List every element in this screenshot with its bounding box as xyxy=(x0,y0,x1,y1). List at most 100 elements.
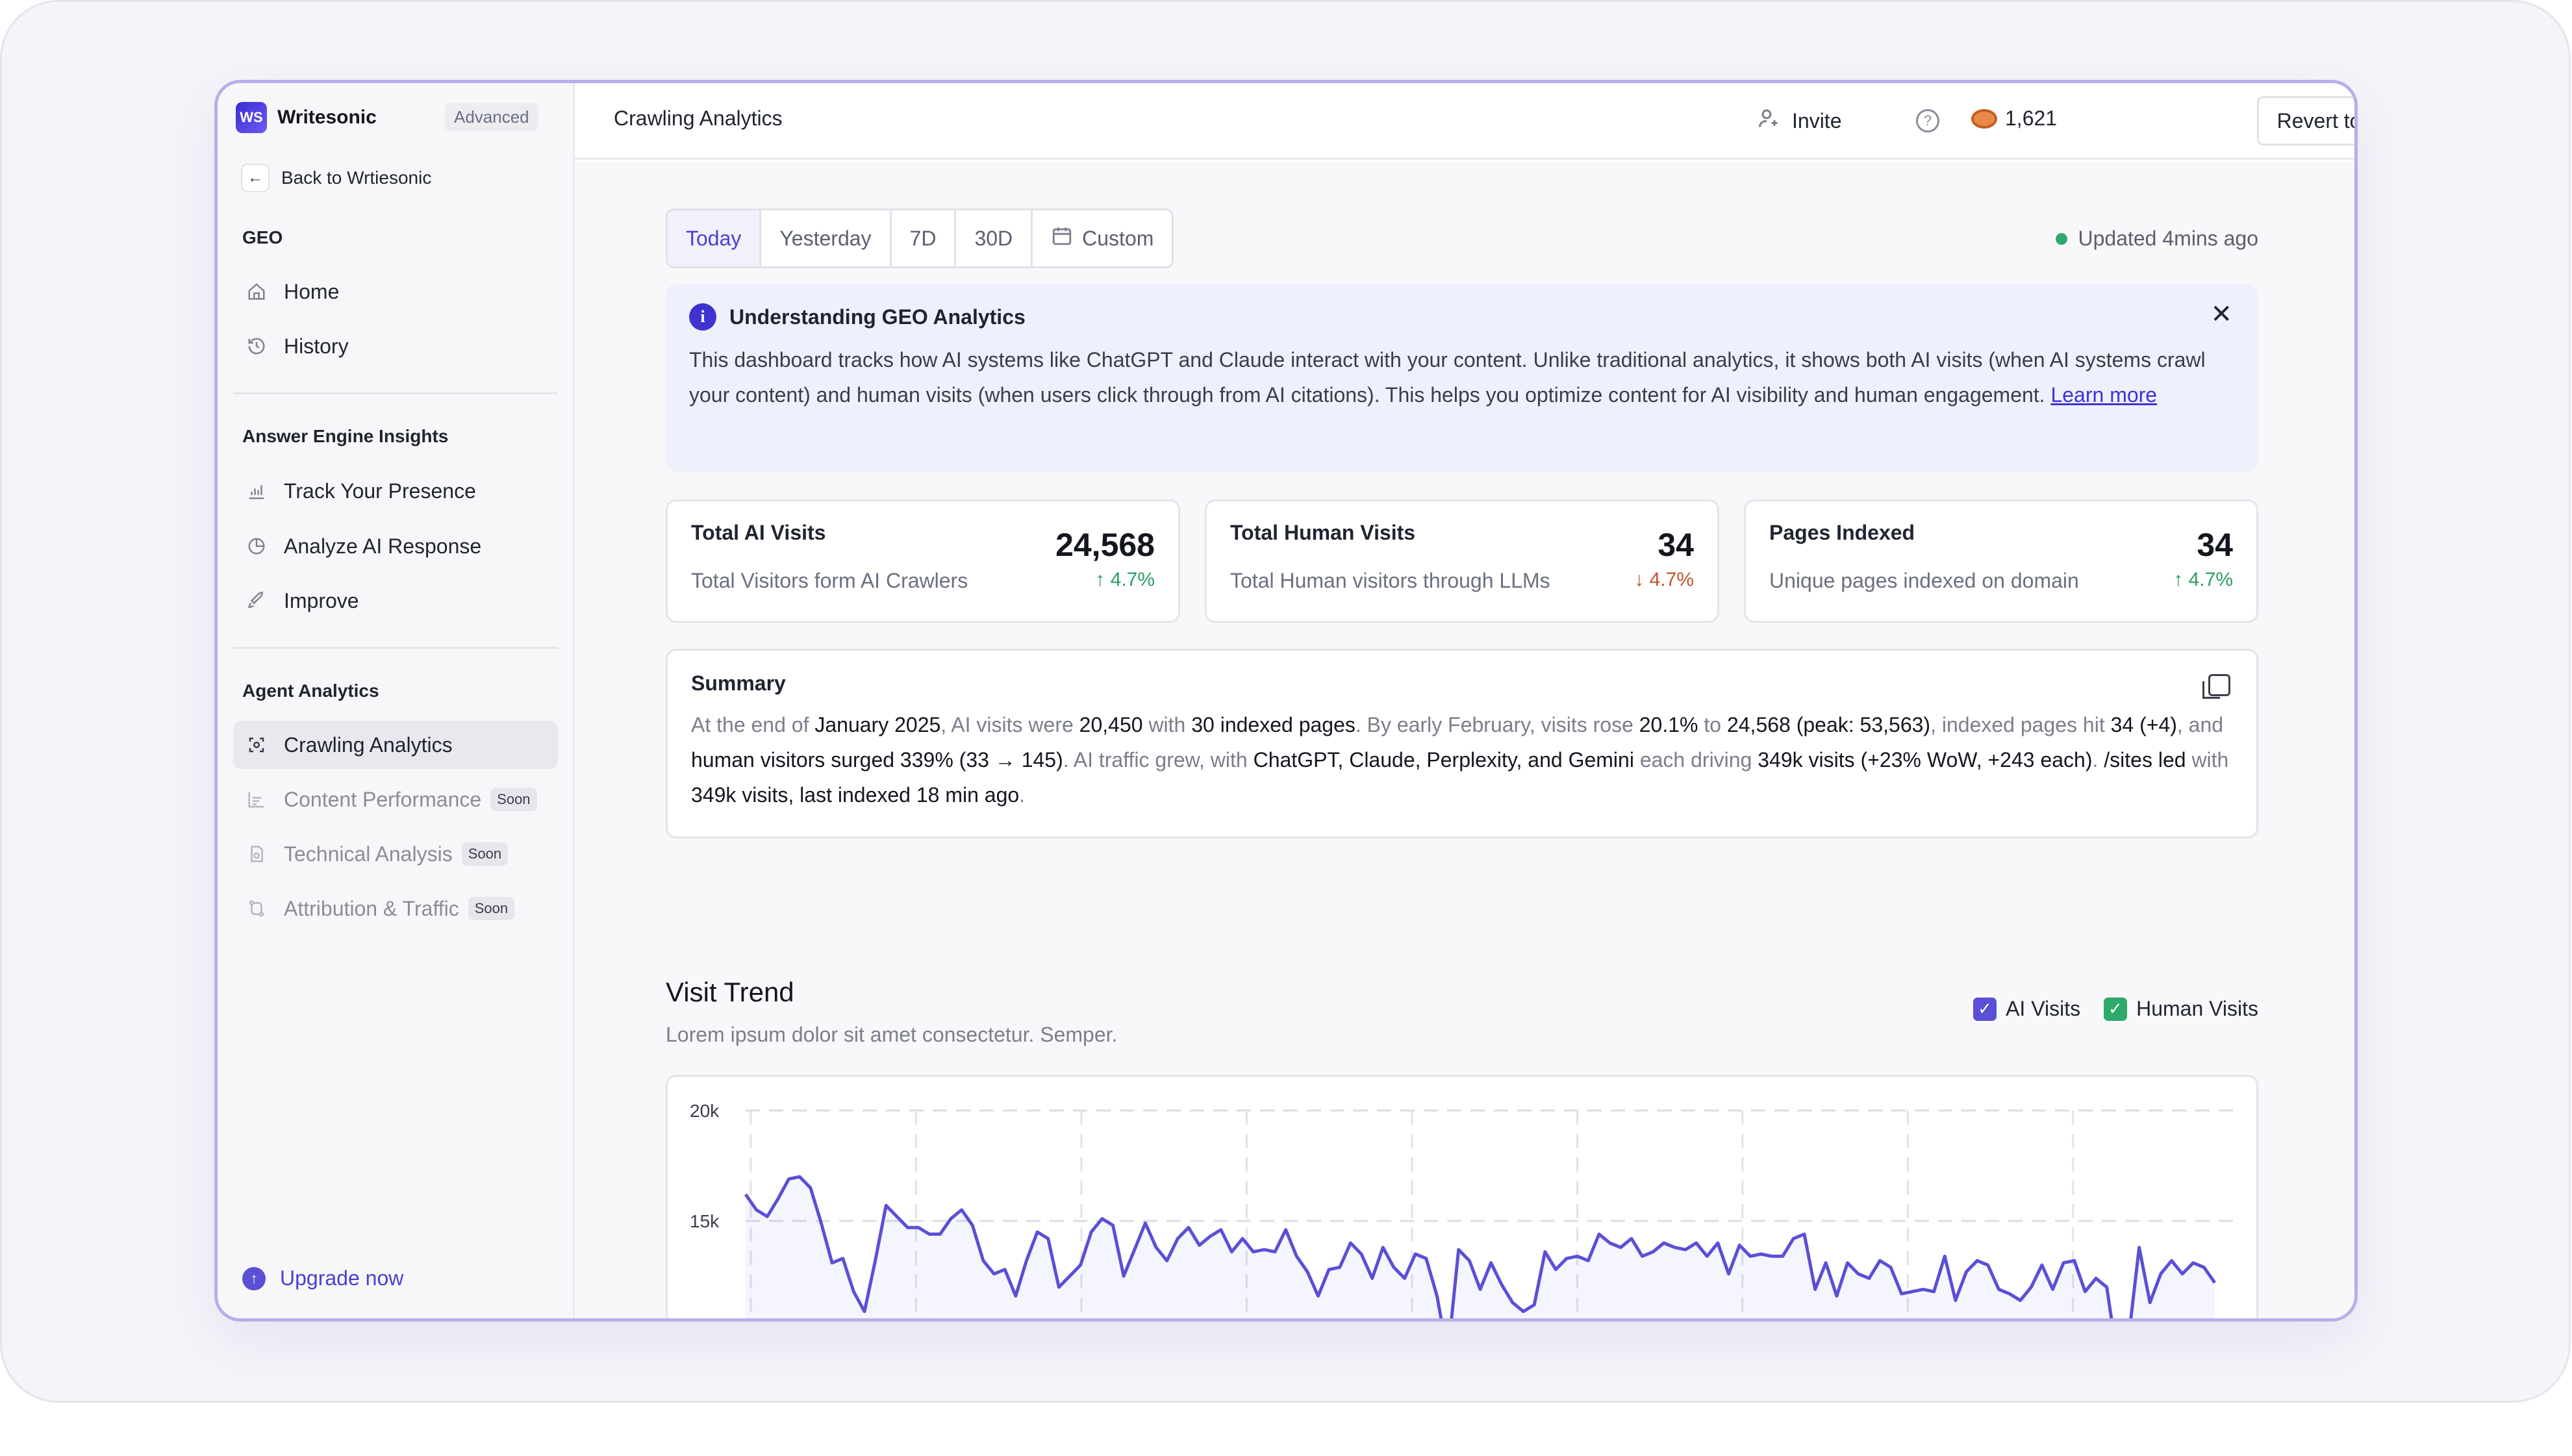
stat-change-value: 4.7% xyxy=(1649,569,1694,590)
stat-title: Pages Indexed xyxy=(1769,521,1915,544)
stat-value: 24,568 xyxy=(1055,527,1155,563)
tab-7d[interactable]: 7D xyxy=(892,210,957,266)
sidebar-item-label: Improve xyxy=(284,588,359,612)
series-area-ai-visits xyxy=(746,1177,2215,1318)
sidebar-item-track-presence[interactable]: Track Your Presence xyxy=(233,467,558,515)
y-tick-label: 20k xyxy=(690,1101,720,1121)
history-icon xyxy=(244,333,270,359)
legend-human-visits[interactable]: ✓ Human Visits xyxy=(2104,997,2258,1021)
stat-change: ↑ 4.7% xyxy=(1095,569,1155,591)
stat-change-value: 4.7% xyxy=(1110,569,1155,590)
divider xyxy=(233,647,558,649)
tab-custom[interactable]: Custom xyxy=(1033,210,1172,266)
info-body: This dashboard tracks how AI systems lik… xyxy=(689,342,2235,412)
y-tick-label: 15k xyxy=(690,1211,720,1231)
top-bar: Crawling Analytics Invite ? 1,621 Revert… xyxy=(575,83,2354,160)
arrow-up-icon: ↑ xyxy=(2173,569,2184,590)
help-icon[interactable]: ? xyxy=(1916,109,1939,132)
status-dot-icon xyxy=(2056,232,2068,245)
section-title-agent-analytics: Agent Analytics xyxy=(242,681,379,701)
stat-change: ↑ 4.7% xyxy=(2173,569,2233,591)
brand[interactable]: WS Writesonic xyxy=(236,101,377,134)
upgrade-label: Upgrade now xyxy=(280,1266,404,1290)
section-title-answer-engine: Answer Engine Insights xyxy=(242,426,449,446)
tab-yesterday[interactable]: Yesterday xyxy=(761,210,892,266)
summary-fragment: to xyxy=(1698,713,1727,736)
arrow-left-icon: ← xyxy=(241,164,270,192)
back-link[interactable]: ← Back to Wrtiesonic xyxy=(241,164,431,192)
invite-label: Invite xyxy=(1792,108,1842,132)
scan-icon xyxy=(244,732,270,758)
summary-fragment: , AI visits were xyxy=(940,713,1079,736)
info-title: Understanding GEO Analytics xyxy=(729,305,1026,329)
calendar-icon xyxy=(1051,225,1073,252)
tab-custom-label: Custom xyxy=(1082,226,1154,250)
sidebar-item-label: History xyxy=(284,334,349,358)
sidebar-item-crawling-analytics[interactable]: Crawling Analytics xyxy=(233,721,558,769)
summary-fragment: , indexed pages hit xyxy=(1930,713,2111,736)
app-window: WS Writesonic Advanced ← Back to Wrtieso… xyxy=(214,80,2358,1322)
rocket-icon xyxy=(244,588,270,614)
info-text: This dashboard tracks how AI systems lik… xyxy=(689,348,2206,407)
sidebar-item-home[interactable]: Home xyxy=(233,268,558,316)
credits-counter[interactable]: 1,621 xyxy=(1971,107,2057,131)
summary-text: At the end of January 2025, AI visits we… xyxy=(691,707,2237,812)
trend-title: Visit Trend xyxy=(666,977,794,1007)
revert-classic-ui-button[interactable]: Revert to Classic UI xyxy=(2257,96,2354,145)
date-range-tabs: Today Yesterday 7D 30D Custom xyxy=(666,208,1174,268)
summary-fragment: . AI traffic grew, with xyxy=(1063,748,1254,772)
legend-ai-visits[interactable]: ✓ AI Visits xyxy=(1973,997,2080,1021)
bar-chart-icon xyxy=(244,478,270,504)
legend-label: AI Visits xyxy=(2006,997,2081,1020)
stat-value: 34 xyxy=(2197,527,2233,563)
sidebar-item-label: Home xyxy=(284,279,340,303)
learn-more-link[interactable]: Learn more xyxy=(2050,383,2158,407)
arrow-up-icon: ↑ xyxy=(1095,569,1105,590)
stat-value: 34 xyxy=(1658,527,1694,563)
updated-status: Updated 4mins ago xyxy=(2056,227,2258,251)
summary-title: Summary xyxy=(691,672,786,695)
writesonic-logo-icon: WS xyxy=(236,102,267,133)
checkbox-checked-icon[interactable]: ✓ xyxy=(2104,997,2128,1021)
back-label: Back to Wrtiesonic xyxy=(281,168,432,188)
upgrade-button[interactable]: ↑ Upgrade now xyxy=(242,1266,403,1290)
stat-subtitle: Unique pages indexed on domain xyxy=(1769,569,2079,592)
checkbox-checked-icon[interactable]: ✓ xyxy=(1973,997,1997,1021)
sidebar-item-technical-analysis[interactable]: Technical Analysis Soon xyxy=(233,830,558,878)
summary-fragment: . By early February, visits rose xyxy=(1355,713,1639,736)
stat-card-pages-indexed: Pages Indexed Unique pages indexed on do… xyxy=(1744,499,2258,623)
close-icon[interactable]: ✕ xyxy=(2210,300,2232,329)
summary-highlight: 30 indexed pages xyxy=(1191,713,1355,736)
tab-30d[interactable]: 30D xyxy=(956,210,1033,266)
home-icon xyxy=(244,279,270,305)
legend-label: Human Visits xyxy=(2136,997,2258,1020)
soon-badge: Soon xyxy=(461,842,509,866)
plan-badge: Advanced xyxy=(445,103,538,131)
info-banner: i Understanding GEO Analytics This dashb… xyxy=(666,284,2258,472)
sidebar-item-improve[interactable]: Improve xyxy=(233,577,558,625)
stat-card-human-visits: Total Human Visits Total Human visitors … xyxy=(1205,499,1719,623)
summary-highlight: 20,450 xyxy=(1079,713,1143,736)
sidebar: WS Writesonic Advanced ← Back to Wrtieso… xyxy=(218,83,575,1318)
soon-badge: Soon xyxy=(490,788,537,811)
stat-change-value: 4.7% xyxy=(2188,569,2233,590)
invite-button[interactable]: Invite xyxy=(1757,107,1841,135)
summary-fragment: with xyxy=(2186,748,2229,772)
updated-label: Updated 4mins ago xyxy=(2078,227,2258,250)
visit-trend-chart: 20k15k10k xyxy=(666,1075,2258,1318)
sidebar-item-content-performance[interactable]: Content Performance Soon xyxy=(233,775,558,823)
chart-svg: 20k15k10k xyxy=(690,1101,2234,1318)
stat-title: Total AI Visits xyxy=(691,521,826,544)
copy-icon[interactable] xyxy=(2202,674,2230,699)
tab-today[interactable]: Today xyxy=(668,210,762,266)
sidebar-item-attribution-traffic[interactable]: Attribution & Traffic Soon xyxy=(233,885,558,933)
credits-value: 1,621 xyxy=(2005,107,2058,130)
summary-highlight: human visitors surged 339% (33 → 145) xyxy=(691,748,1063,772)
main-content: Today Yesterday 7D 30D Custom Updated 4m… xyxy=(575,162,2354,1318)
sidebar-item-analyze-ai-response[interactable]: Analyze AI Response xyxy=(233,522,558,570)
sidebar-item-history[interactable]: History xyxy=(233,322,558,370)
stat-title: Total Human Visits xyxy=(1230,521,1416,544)
page-title: Crawling Analytics xyxy=(614,107,783,130)
summary-fragment: . xyxy=(2092,748,2104,772)
info-icon: i xyxy=(689,303,716,331)
